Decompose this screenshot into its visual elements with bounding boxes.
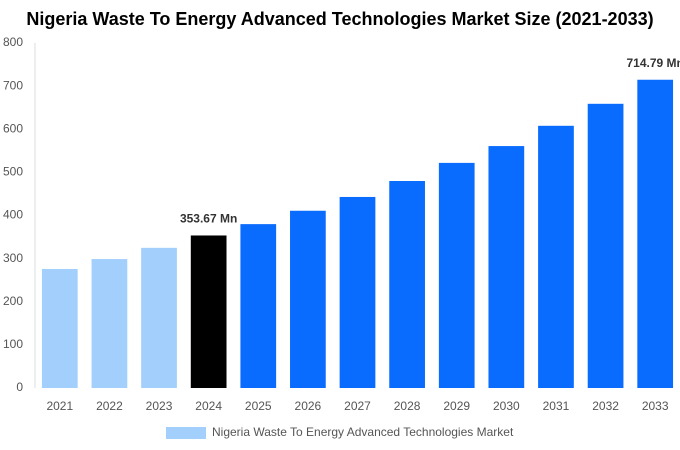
y-tick-label: 600: [3, 121, 23, 135]
x-tick-label: 2032: [592, 399, 619, 413]
bar: [190, 235, 227, 388]
x-tick-label: 2031: [543, 399, 570, 413]
bar: [389, 181, 425, 388]
chart-title: Nigeria Waste To Energy Advanced Technol…: [26, 9, 653, 29]
legend-label: Nigeria Waste To Energy Advanced Technol…: [212, 425, 514, 439]
x-tick-label: 2025: [245, 399, 272, 413]
x-tick-label: 2029: [443, 399, 470, 413]
bar: [488, 146, 525, 388]
y-tick-label: 100: [3, 337, 23, 351]
x-tick-label: 2027: [344, 399, 371, 413]
x-tick-label: 2028: [394, 399, 421, 413]
bar: [339, 196, 376, 388]
x-tick-label: 2024: [195, 399, 222, 413]
bar: [538, 125, 574, 389]
x-tick-label: 2033: [642, 399, 669, 413]
bar: [141, 247, 177, 388]
bar: [587, 103, 624, 389]
y-tick-label: 500: [3, 165, 23, 179]
x-tick-label: 2022: [96, 399, 123, 413]
bar: [637, 79, 674, 388]
legend-swatch: [166, 427, 206, 439]
y-tick-label: 300: [3, 251, 23, 265]
y-tick-label: 200: [3, 294, 23, 308]
x-tick-label: 2021: [46, 399, 73, 413]
value-label: 353.67 Mn: [180, 212, 237, 226]
bar: [438, 162, 475, 388]
y-tick-label: 400: [3, 208, 23, 222]
bar: [91, 259, 128, 388]
y-tick-label: 700: [3, 78, 23, 92]
bar: [240, 224, 277, 388]
y-tick-label: 0: [16, 380, 23, 394]
x-tick-label: 2026: [295, 399, 322, 413]
y-tick-label: 800: [3, 35, 23, 49]
bar: [290, 210, 326, 388]
value-label: 714.79 Mn: [627, 56, 680, 70]
x-tick-label: 2023: [146, 399, 173, 413]
x-tick-label: 2030: [493, 399, 520, 413]
bar: [41, 268, 78, 388]
